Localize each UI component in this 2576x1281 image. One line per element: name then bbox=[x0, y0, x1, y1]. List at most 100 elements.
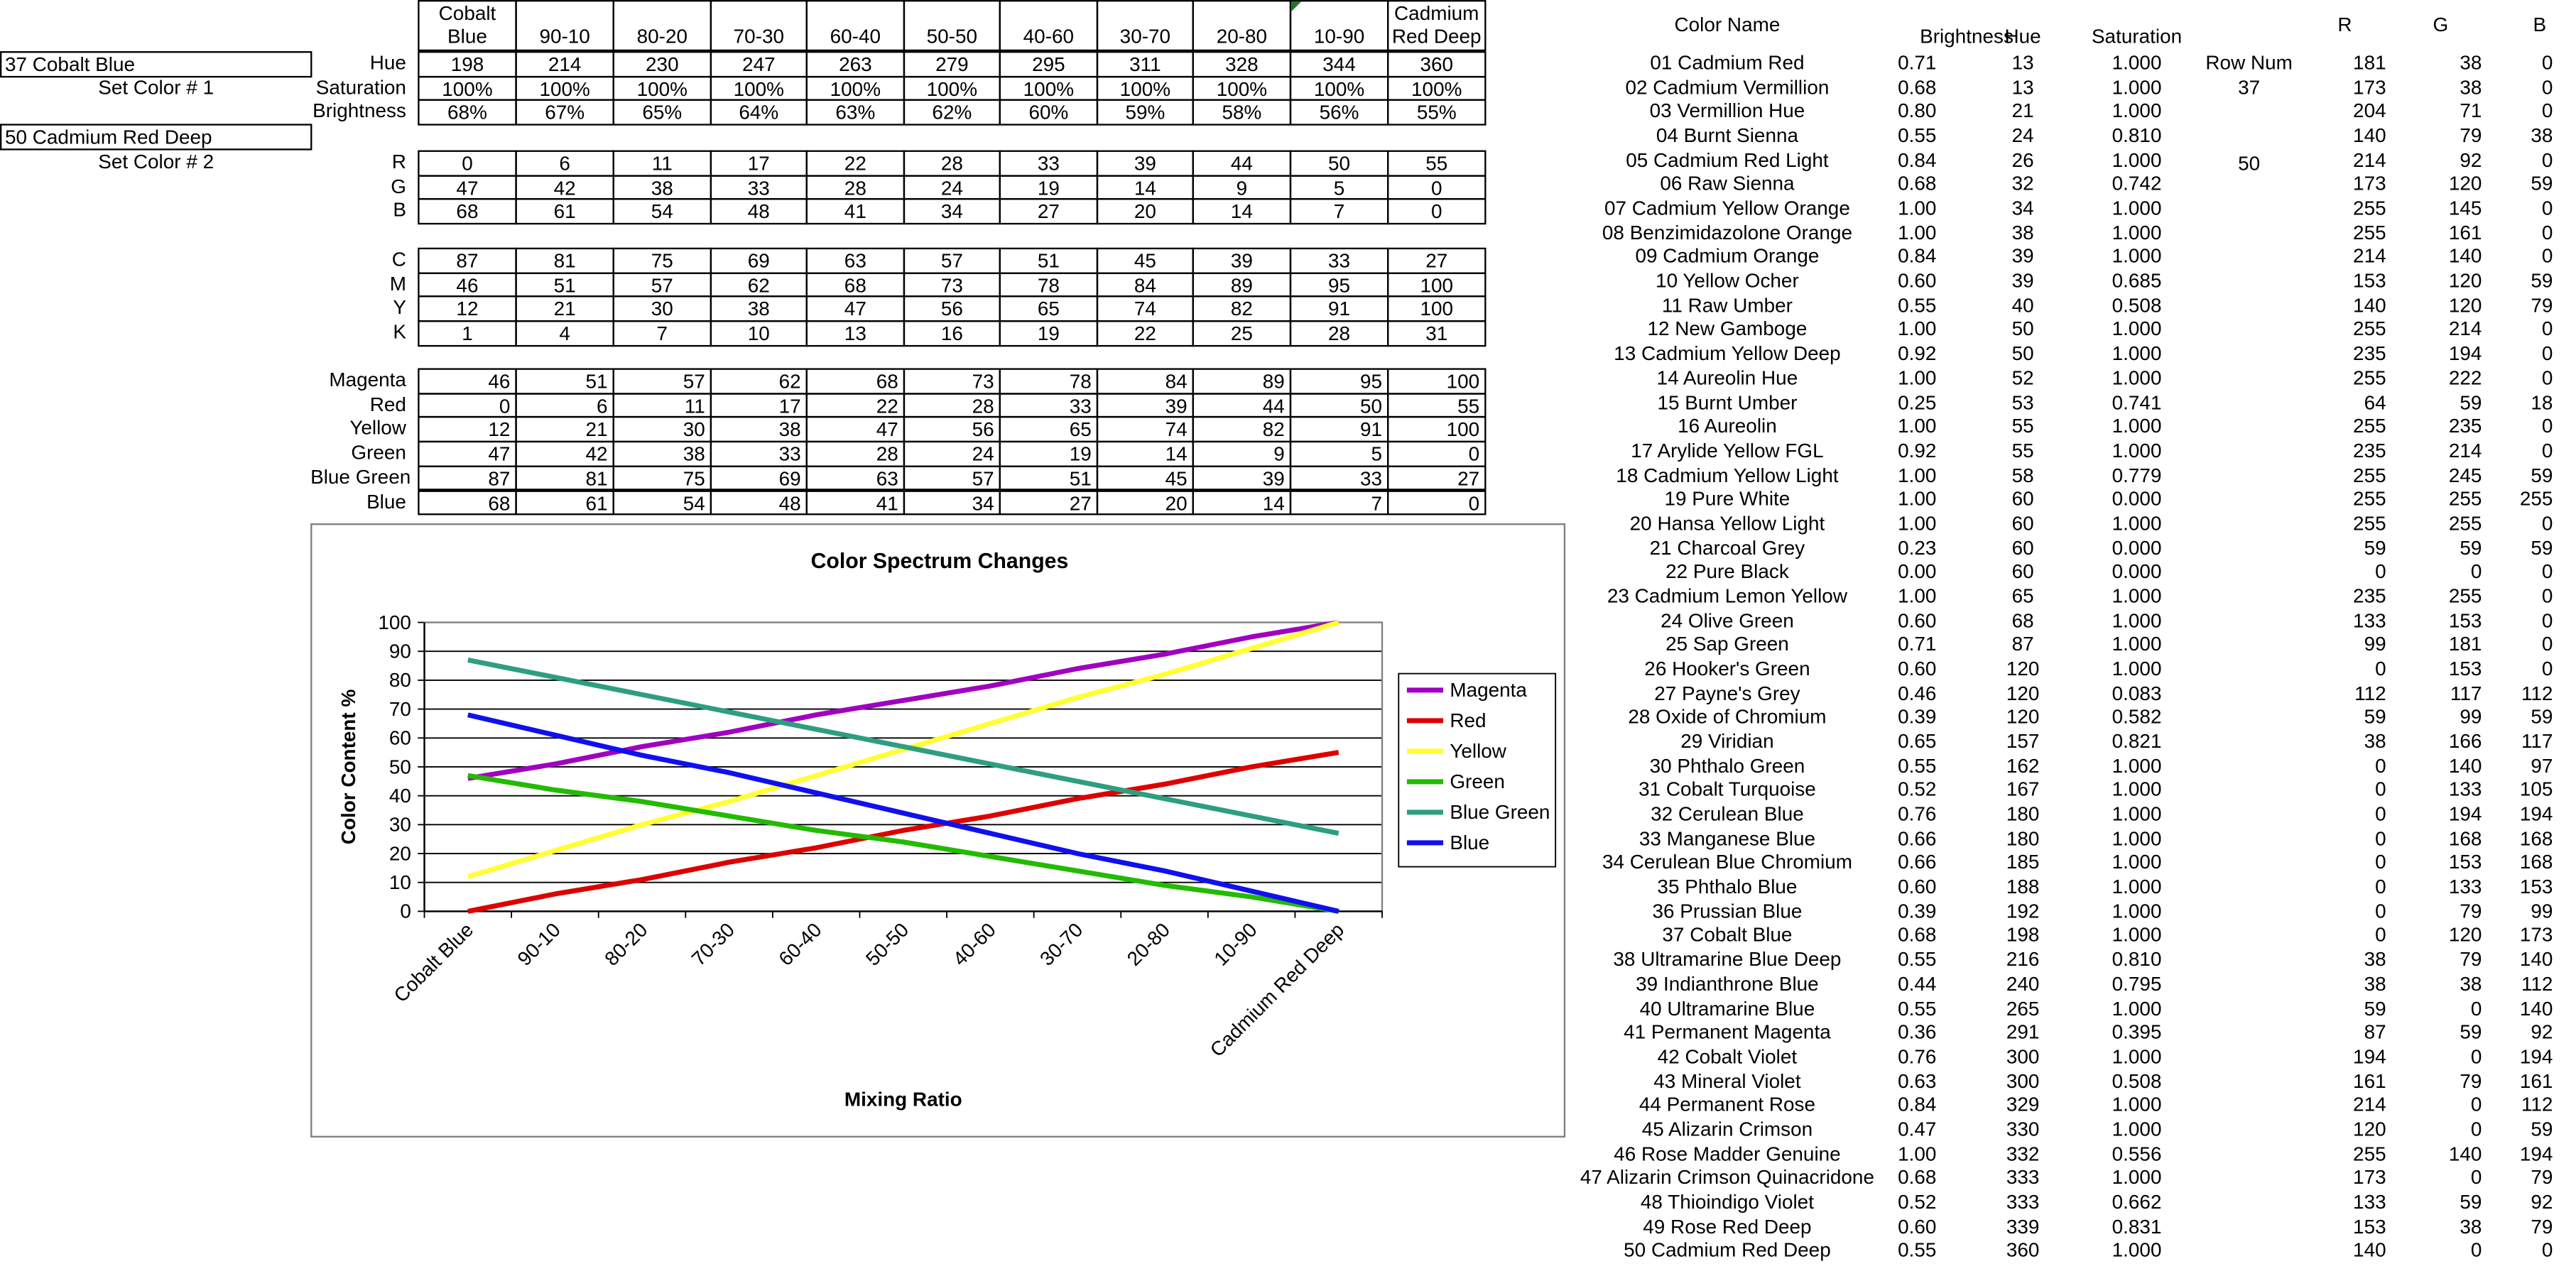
saturation-cell[interactable]: 1.000 bbox=[2112, 245, 2162, 268]
r-cell[interactable]: 133 bbox=[2353, 1190, 2386, 1214]
saturation-cell[interactable]: 0.831 bbox=[2112, 1214, 2162, 1238]
table-cell[interactable]: 68 bbox=[418, 198, 517, 225]
table-cell[interactable]: 74 bbox=[1096, 416, 1194, 443]
brightness-cell[interactable]: 0.55 bbox=[1898, 753, 1937, 778]
g-cell[interactable]: 59 bbox=[2460, 1020, 2482, 1044]
r-cell[interactable]: 59 bbox=[2364, 705, 2386, 729]
table-cell[interactable]: 34 bbox=[903, 489, 1001, 516]
brightness-cell[interactable]: 1.00 bbox=[1898, 196, 1937, 220]
g-cell[interactable]: 153 bbox=[2448, 851, 2482, 874]
table-cell[interactable]: 1 bbox=[418, 320, 517, 347]
hue-cell[interactable]: 329 bbox=[2006, 1093, 2040, 1117]
b-cell[interactable]: 59 bbox=[2531, 705, 2553, 729]
table-cell[interactable]: 22 bbox=[805, 150, 906, 177]
r-cell[interactable]: 120 bbox=[2353, 1117, 2386, 1141]
table-cell[interactable]: 54 bbox=[612, 198, 712, 225]
saturation-cell[interactable]: 1.000 bbox=[2112, 923, 2162, 947]
table-cell[interactable]: 279 bbox=[903, 51, 1001, 77]
b-cell[interactable]: 0 bbox=[2541, 633, 2553, 656]
table-cell[interactable]: 311 bbox=[1096, 51, 1194, 77]
saturation-cell[interactable]: 1.000 bbox=[2112, 148, 2162, 172]
r-cell[interactable]: 153 bbox=[2353, 1214, 2386, 1238]
g-cell[interactable]: 38 bbox=[2460, 51, 2482, 75]
color-name-cell[interactable]: 38 Ultramarine Blue Deep bbox=[1613, 947, 1842, 971]
r-cell[interactable]: 59 bbox=[2364, 996, 2386, 1020]
saturation-cell[interactable]: 0.685 bbox=[2112, 269, 2162, 293]
table-cell[interactable]: 75 bbox=[612, 247, 712, 274]
table-cell[interactable]: 65% bbox=[612, 99, 712, 126]
table-cell[interactable]: 13 bbox=[805, 320, 906, 347]
g-cell[interactable]: 120 bbox=[2448, 269, 2482, 293]
table-cell[interactable]: 41 bbox=[805, 198, 906, 225]
table-cell[interactable]: 38 bbox=[710, 296, 808, 322]
color-name-cell[interactable]: 02 Cadmium Vermillion bbox=[1625, 75, 1830, 99]
r-cell[interactable]: 64 bbox=[2364, 390, 2386, 414]
brightness-cell[interactable]: 0.39 bbox=[1898, 705, 1937, 729]
r-cell[interactable]: 0 bbox=[2375, 753, 2386, 778]
hue-cell[interactable]: 180 bbox=[2006, 827, 2040, 850]
table-cell[interactable]: 263 bbox=[805, 51, 906, 77]
color-name-cell[interactable]: 08 Benzimidazolone Orange bbox=[1602, 220, 1852, 244]
r-cell[interactable]: 0 bbox=[2375, 875, 2386, 899]
table-cell[interactable]: 42 bbox=[515, 440, 614, 467]
hue-cell[interactable]: 53 bbox=[2011, 390, 2034, 414]
table-cell[interactable]: 82 bbox=[1192, 296, 1292, 322]
hue-cell[interactable]: 216 bbox=[2006, 947, 2040, 971]
g-cell[interactable]: 222 bbox=[2448, 366, 2482, 390]
color-name-cell[interactable]: 31 Cobalt Turquoise bbox=[1638, 778, 1816, 802]
brightness-cell[interactable]: 1.00 bbox=[1898, 366, 1937, 390]
g-cell[interactable]: 0 bbox=[2470, 1093, 2482, 1117]
brightness-cell[interactable]: 0.55 bbox=[1898, 124, 1937, 147]
r-cell[interactable]: 161 bbox=[2353, 1069, 2386, 1093]
color-name-cell[interactable]: 10 Yellow Ocher bbox=[1656, 269, 1799, 293]
saturation-cell[interactable]: 1.000 bbox=[2112, 584, 2162, 608]
b-cell[interactable]: 194 bbox=[2519, 802, 2553, 826]
brightness-cell[interactable]: 0.66 bbox=[1898, 827, 1937, 850]
color-name-cell[interactable]: 16 Aureolin bbox=[1678, 415, 1777, 438]
g-cell[interactable]: 59 bbox=[2460, 1190, 2482, 1214]
table-cell[interactable]: 7 bbox=[612, 320, 712, 347]
g-cell[interactable]: 140 bbox=[2448, 753, 2482, 778]
table-cell[interactable]: 27 bbox=[1387, 247, 1487, 274]
table-cell[interactable]: 14 bbox=[1192, 489, 1292, 516]
brightness-cell[interactable]: 1.00 bbox=[1898, 1141, 1937, 1165]
brightness-cell[interactable]: 0.60 bbox=[1898, 657, 1937, 680]
table-cell[interactable]: 41 bbox=[805, 489, 906, 516]
hue-cell[interactable]: 162 bbox=[2006, 753, 2040, 778]
table-cell[interactable]: 38 bbox=[612, 440, 712, 467]
hue-cell[interactable]: 360 bbox=[2006, 1238, 2040, 1263]
table-cell[interactable]: 30 bbox=[612, 416, 712, 443]
table-cell[interactable]: 0 bbox=[418, 150, 517, 177]
table-cell[interactable]: 33 bbox=[1289, 465, 1389, 491]
r-cell[interactable]: 153 bbox=[2353, 269, 2386, 293]
color-name-cell[interactable]: 24 Olive Green bbox=[1661, 609, 1794, 632]
brightness-cell[interactable]: 0.60 bbox=[1898, 875, 1937, 899]
table-cell[interactable]: 74 bbox=[1096, 296, 1194, 322]
r-cell[interactable]: 87 bbox=[2364, 1020, 2386, 1044]
table-cell[interactable]: 230 bbox=[612, 51, 712, 77]
saturation-cell[interactable]: 1.000 bbox=[2112, 75, 2162, 99]
table-cell[interactable]: 28 bbox=[1289, 320, 1389, 347]
hue-cell[interactable]: 300 bbox=[2006, 1045, 2040, 1068]
table-cell[interactable]: 68 bbox=[805, 271, 906, 298]
g-cell[interactable]: 0 bbox=[2470, 1045, 2482, 1068]
hue-cell[interactable]: 157 bbox=[2006, 729, 2040, 753]
brightness-cell[interactable]: 0.84 bbox=[1898, 245, 1937, 268]
b-cell[interactable]: 173 bbox=[2519, 923, 2553, 947]
table-cell[interactable]: 100% bbox=[418, 75, 517, 102]
table-cell[interactable]: 0 bbox=[1387, 198, 1487, 225]
r-cell[interactable]: 255 bbox=[2353, 1141, 2386, 1165]
b-cell[interactable]: 0 bbox=[2541, 342, 2553, 366]
b-cell[interactable]: 140 bbox=[2519, 996, 2553, 1020]
table-cell[interactable]: 47 bbox=[418, 174, 517, 201]
table-cell[interactable]: 100 bbox=[1387, 416, 1487, 443]
table-cell[interactable]: 68% bbox=[418, 99, 517, 126]
hue-cell[interactable]: 13 bbox=[2011, 75, 2034, 99]
series-line-blue[interactable] bbox=[467, 712, 1339, 914]
saturation-cell[interactable]: 0.000 bbox=[2112, 487, 2162, 511]
color-name-cell[interactable]: 42 Cobalt Violet bbox=[1657, 1045, 1798, 1068]
color-name-cell[interactable]: 22 Pure Black bbox=[1665, 560, 1789, 584]
g-cell[interactable]: 245 bbox=[2448, 463, 2482, 486]
b-cell[interactable]: 0 bbox=[2541, 317, 2553, 342]
color-name-cell[interactable]: 26 Hooker's Green bbox=[1644, 657, 1810, 680]
